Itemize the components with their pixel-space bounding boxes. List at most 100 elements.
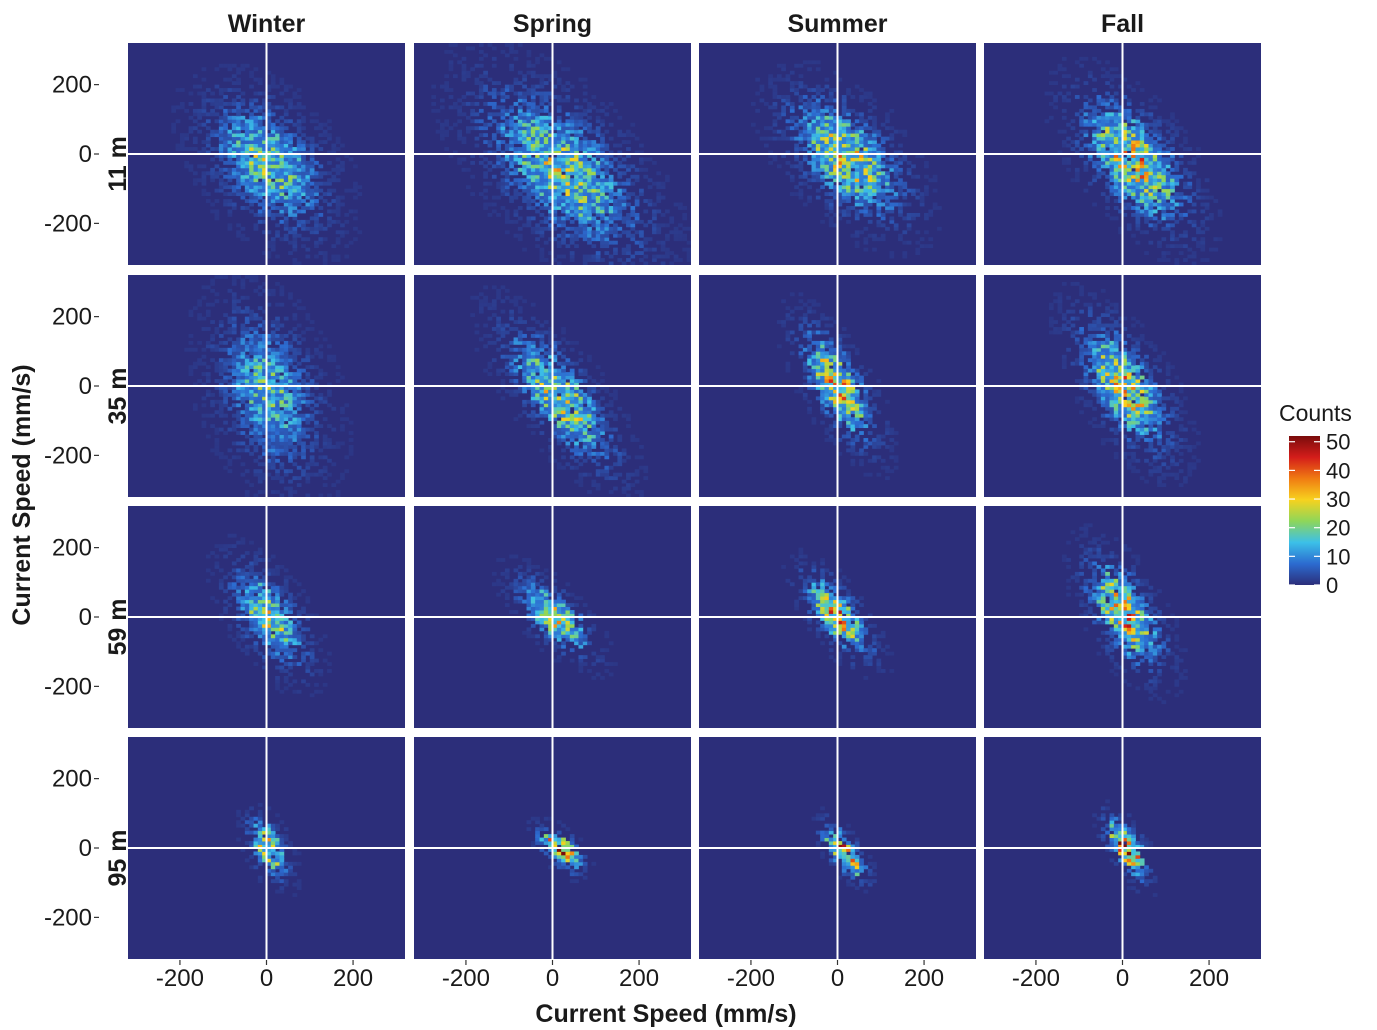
heatmap-cell [1096, 95, 1102, 99]
heatmap-cell [353, 209, 358, 214]
heatmap-cell [179, 88, 185, 92]
heatmap-cell [1122, 136, 1128, 141]
heatmap-cell [833, 160, 838, 165]
heatmap-cell [201, 382, 207, 387]
heatmap-cell [201, 403, 207, 408]
heatmap-cell [517, 129, 523, 134]
heatmap-cell [1096, 143, 1102, 148]
heatmap-cell [509, 122, 514, 127]
heatmap-cell [171, 105, 177, 110]
heatmap-cell [305, 219, 311, 224]
heatmap-cell [587, 192, 592, 197]
heatmap-cell [236, 347, 241, 352]
heatmap-cell [613, 247, 618, 252]
heatmap-cell [768, 77, 773, 82]
heatmap-cell [214, 451, 220, 456]
heatmap-cell [1126, 167, 1132, 172]
heatmap-cell [301, 157, 306, 162]
heatmap-cell [789, 174, 795, 179]
heatmap-cell [296, 476, 302, 481]
heatmap-cell [1170, 178, 1175, 183]
heatmap-cell [841, 192, 847, 197]
heatmap-cell [543, 91, 549, 96]
heatmap-cell [867, 212, 873, 217]
heatmap-cell [253, 351, 259, 356]
heatmap-cell [301, 448, 306, 453]
heatmap-cell [253, 469, 259, 474]
heatmap-cell [1148, 171, 1154, 176]
heatmap-cell [617, 206, 623, 210]
heatmap-cell [240, 431, 246, 435]
heatmap-cell [591, 185, 597, 190]
heatmap-cell [279, 351, 285, 356]
heatmap-cell [781, 77, 786, 82]
heatmap-cell [556, 244, 562, 249]
heatmap-cell [288, 372, 293, 376]
heatmap-cell [846, 108, 851, 113]
heatmap-cell [214, 427, 220, 432]
heatmap-cell [1152, 226, 1158, 231]
heatmap-cell [552, 133, 558, 138]
heatmap-cell [1161, 181, 1167, 186]
heatmap-cell [262, 403, 267, 408]
heatmap-cell [1200, 247, 1206, 252]
heatmap-cell [517, 136, 523, 141]
heatmap-cell [828, 160, 834, 165]
heatmap-cell [218, 320, 224, 324]
heatmap-cell [292, 195, 298, 200]
heatmap-cell [266, 105, 272, 110]
heatmap-cell [465, 101, 471, 106]
heatmap-cell [231, 192, 237, 197]
heatmap-cell [283, 469, 289, 474]
heatmap-cell [253, 160, 259, 165]
heatmap-cell [1122, 188, 1128, 193]
heatmap-cell [859, 230, 864, 235]
heatmap-cell [279, 386, 285, 390]
heatmap-cell [569, 237, 575, 242]
heatmap-cell [1131, 174, 1136, 179]
heatmap-cell [517, 316, 523, 321]
heatmap-cell [240, 281, 246, 286]
heatmap-cell [600, 160, 605, 165]
heatmap-cell [1135, 240, 1141, 245]
heatmap-cell [1079, 108, 1084, 113]
heatmap-cell [283, 472, 289, 477]
heatmap-cell [1170, 157, 1175, 162]
heatmap-cell [279, 195, 285, 200]
heatmap-cell [257, 490, 263, 494]
heatmap-cell [240, 344, 246, 349]
heatmap-cell [626, 244, 631, 249]
heatmap-cell [872, 147, 877, 151]
heatmap-cell [218, 91, 224, 96]
heatmap-cell [517, 413, 523, 418]
heatmap-cell [880, 140, 886, 144]
heatmap-cell [815, 115, 821, 120]
heatmap-cell [828, 185, 834, 190]
heatmap-cell [192, 181, 198, 186]
heatmap-cell [569, 258, 575, 262]
heatmap-cell [621, 199, 627, 203]
heatmap-cell [318, 330, 324, 335]
heatmap-cell [270, 244, 276, 249]
heatmap-cell [288, 444, 293, 449]
heatmap-cell [491, 91, 497, 96]
heatmap-cell [1200, 258, 1206, 262]
heatmap-cell [543, 240, 549, 245]
heatmap-cell [569, 119, 575, 124]
heatmap-cell [552, 206, 558, 210]
heatmap-cell [1118, 119, 1123, 124]
heatmap-cell [1157, 199, 1162, 203]
heatmap-cell [582, 126, 588, 131]
heatmap-cell [789, 105, 795, 110]
heatmap-cell [1152, 143, 1158, 148]
heatmap-cell [305, 181, 311, 186]
heatmap-cell [872, 185, 877, 190]
heatmap-cell [582, 77, 588, 82]
heatmap-cell [270, 451, 276, 456]
heatmap-cell [348, 431, 354, 435]
heatmap-cell [539, 431, 545, 435]
heatmap-cell [863, 119, 869, 124]
heatmap-cell [600, 174, 605, 179]
heatmap-cell [465, 129, 471, 134]
heatmap-cell [279, 212, 285, 217]
